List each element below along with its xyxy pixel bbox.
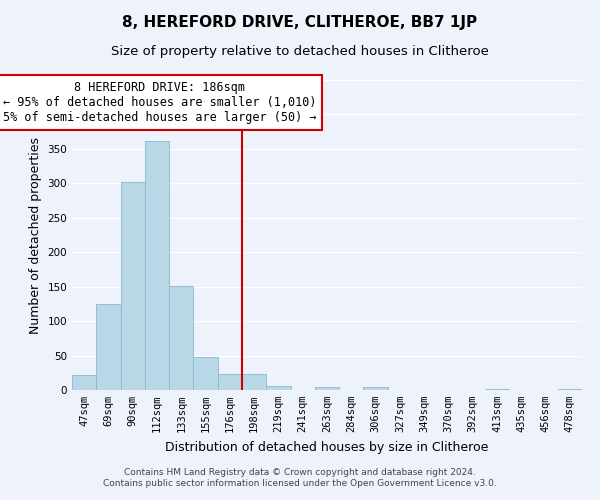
Text: 8, HEREFORD DRIVE, CLITHEROE, BB7 1JP: 8, HEREFORD DRIVE, CLITHEROE, BB7 1JP	[122, 15, 478, 30]
Bar	[558, 388, 582, 390]
Bar	[242, 374, 266, 390]
Bar	[72, 375, 96, 390]
Bar	[96, 304, 121, 390]
Bar	[266, 386, 290, 390]
Bar	[364, 387, 388, 390]
Y-axis label: Number of detached properties: Number of detached properties	[29, 136, 42, 334]
Bar	[315, 386, 339, 390]
Text: Size of property relative to detached houses in Clitheroe: Size of property relative to detached ho…	[111, 45, 489, 58]
Bar	[193, 357, 218, 390]
Bar	[218, 374, 242, 390]
Text: Contains HM Land Registry data © Crown copyright and database right 2024.
Contai: Contains HM Land Registry data © Crown c…	[103, 468, 497, 487]
Bar	[121, 182, 145, 390]
X-axis label: Distribution of detached houses by size in Clitheroe: Distribution of detached houses by size …	[166, 440, 488, 454]
Bar	[169, 286, 193, 390]
Bar	[145, 140, 169, 390]
Bar	[485, 388, 509, 390]
Text: 8 HEREFORD DRIVE: 186sqm
← 95% of detached houses are smaller (1,010)
5% of semi: 8 HEREFORD DRIVE: 186sqm ← 95% of detach…	[2, 82, 316, 124]
